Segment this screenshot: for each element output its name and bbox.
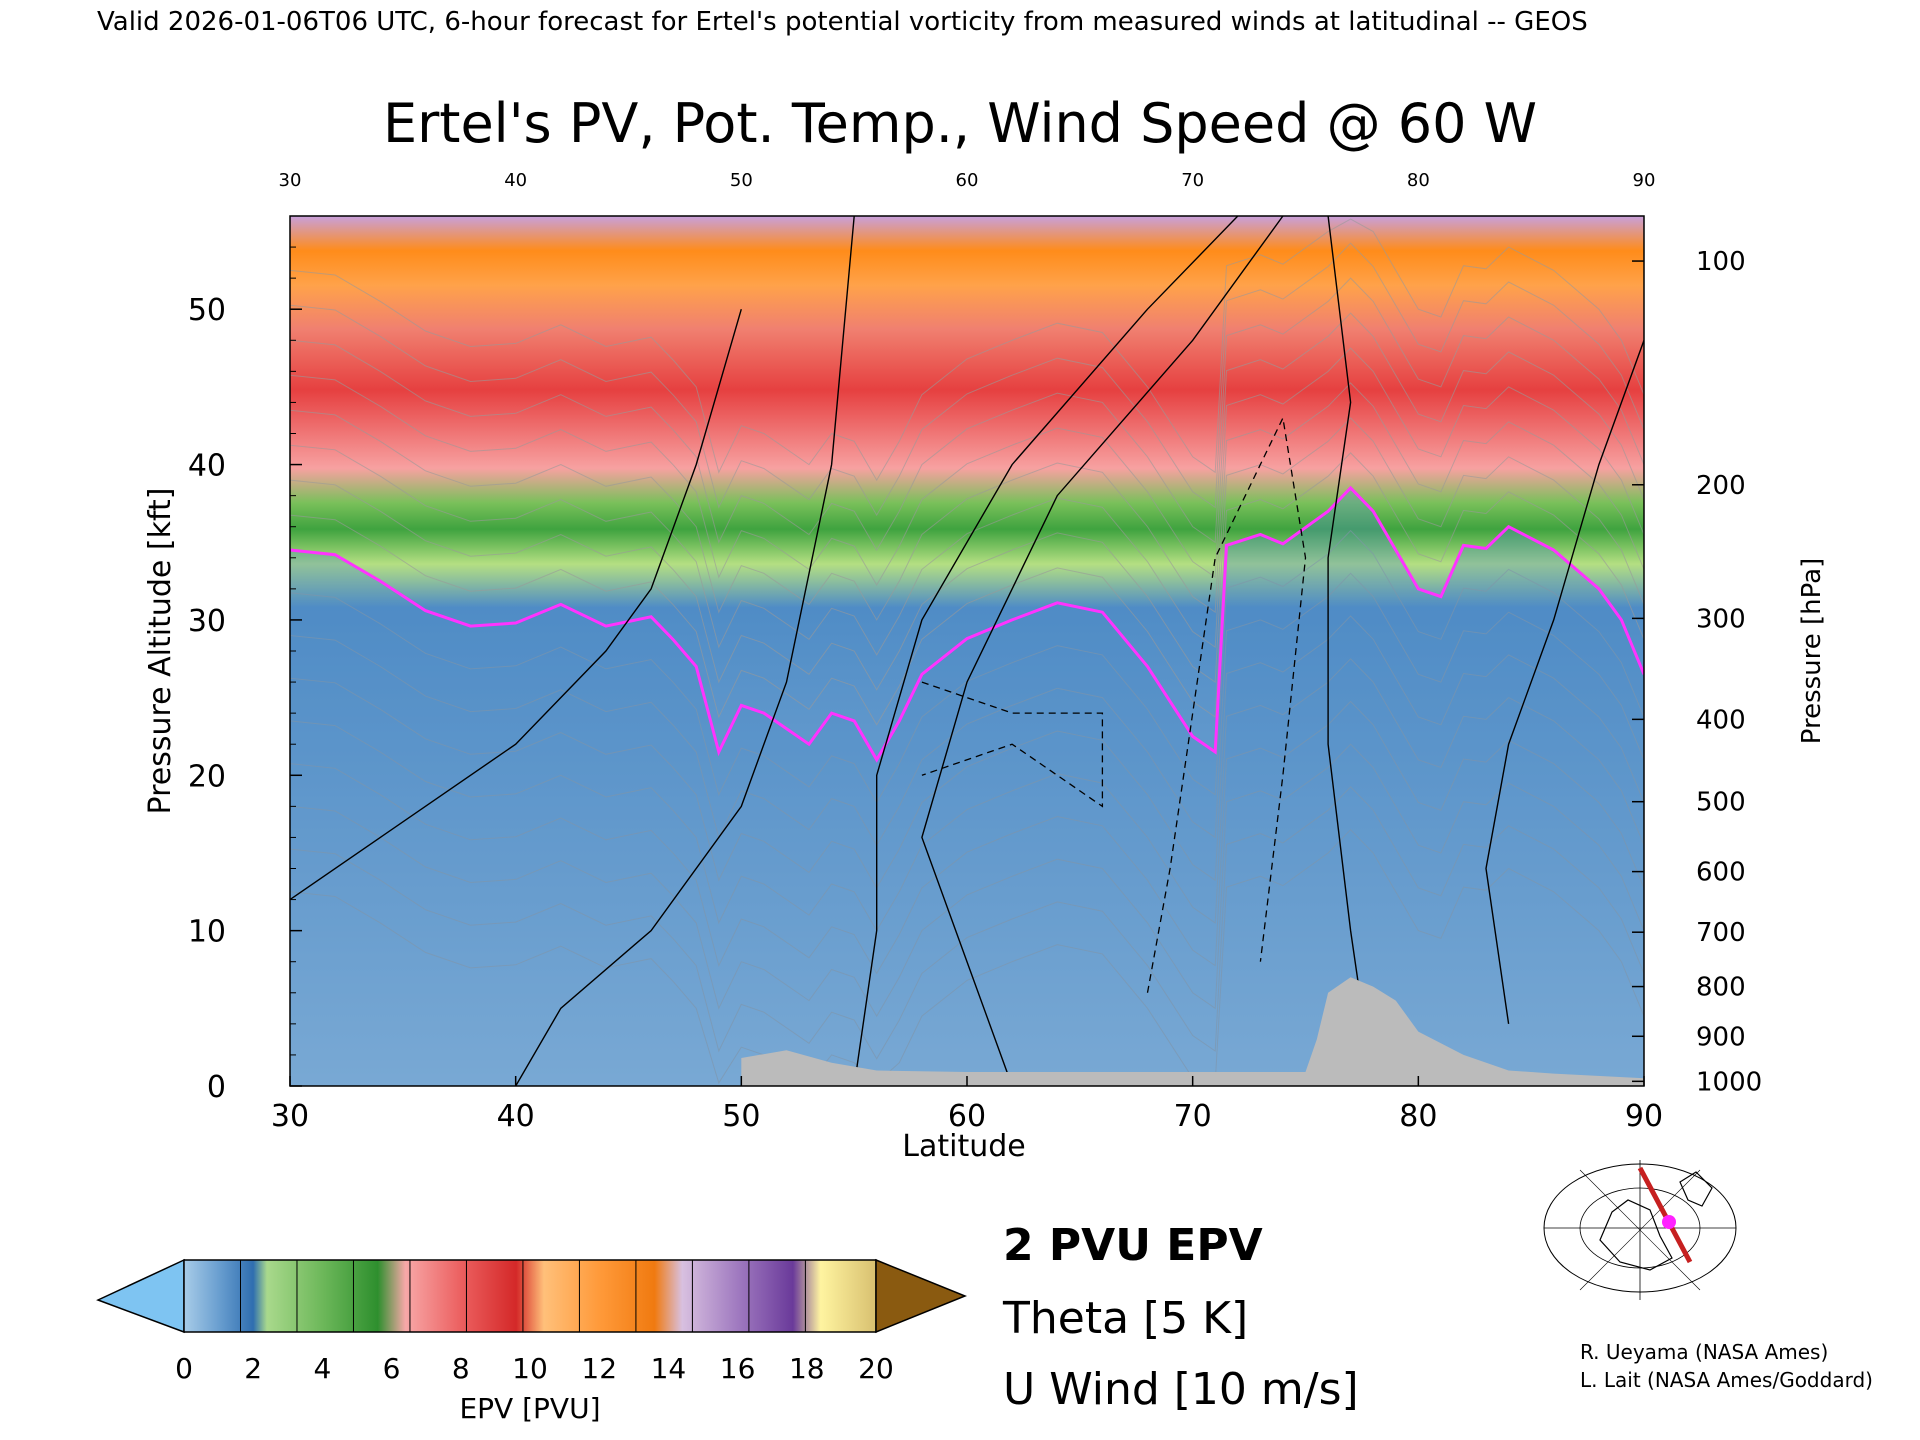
- u-wind-contours: [290, 216, 1644, 1086]
- tropopause-2pvu-line: [290, 485, 1644, 763]
- x-tick-label: 50: [722, 1099, 760, 1134]
- pressure-tick-label: 800: [1696, 973, 1746, 1003]
- colorbar-tick-label: 2: [244, 1352, 262, 1385]
- y-tick-label: 30: [188, 604, 226, 639]
- theta-contour: [290, 347, 1644, 621]
- chart-title: Ertel's PV, Pot. Temp., Wind Speed @ 60 …: [383, 92, 1537, 155]
- valid-banner: Valid 2026-01-06T06 UTC, 6-hour forecast…: [97, 7, 1588, 37]
- u-wind-contour-negative: [921, 681, 1104, 808]
- theta-contour: [290, 382, 1644, 656]
- pressure-tick-label: 600: [1696, 858, 1746, 888]
- pressure-tick-label: 400: [1696, 705, 1746, 735]
- axes: 3030404050506060707080809090010203040501…: [188, 170, 1762, 1134]
- theta-contour: [290, 743, 1644, 1018]
- colorbar-tick-label: 16: [720, 1352, 756, 1385]
- pressure-tick-label: 300: [1696, 604, 1746, 634]
- y2-axis-label: Pressure [hPa]: [1797, 558, 1827, 745]
- x-axis-label: Latitude: [902, 1129, 1025, 1164]
- pressure-tick-label: 100: [1696, 247, 1746, 277]
- x-top-tick-label: 40: [504, 170, 527, 191]
- theta-contour: [290, 572, 1644, 847]
- legend-pv: 2 PVU EPV: [1003, 1220, 1263, 1271]
- x-top-tick-label: 80: [1407, 170, 1430, 191]
- legend-theta: Theta [5 K]: [1002, 1293, 1248, 1344]
- colorbar-bar: [183, 1259, 877, 1333]
- theta-contour: [290, 417, 1644, 691]
- theta-contour: [290, 242, 1644, 517]
- y-tick-label: 50: [188, 293, 226, 328]
- colorbar-tick-label: 10: [512, 1352, 548, 1385]
- x-tick-label: 80: [1399, 1099, 1437, 1134]
- y-tick-label: 0: [207, 1070, 226, 1105]
- theta-contour: [290, 218, 1644, 482]
- u-wind-contour-negative: [1146, 415, 1307, 993]
- y-tick-label: 10: [188, 915, 226, 950]
- x-tick-label: 30: [271, 1099, 309, 1134]
- y-tick-label: 20: [188, 759, 226, 794]
- theta-contour: [290, 700, 1644, 975]
- x-tick-label: 40: [497, 1099, 535, 1134]
- pv-field: [290, 216, 1644, 1086]
- colorbar-tick-label: 8: [452, 1352, 470, 1385]
- globe-icon: [1543, 1155, 1740, 1305]
- colorbar-low-arrow: [96, 1258, 185, 1334]
- colorbar-tick-label: 6: [383, 1352, 401, 1385]
- pressure-tick-label: 900: [1696, 1022, 1746, 1052]
- x-tick-label: 70: [1174, 1099, 1212, 1134]
- colorbar-tick-label: 14: [651, 1352, 687, 1385]
- plot-area: [290, 216, 1644, 1086]
- colorbar-tick-label: 12: [581, 1352, 617, 1385]
- theta-contour: [290, 529, 1644, 804]
- colorbar-label: EPV [PVU]: [459, 1392, 600, 1425]
- theta-contour: [290, 615, 1644, 889]
- u-wind-contour: [853, 216, 1239, 1086]
- pressure-tick-label: 1000: [1696, 1067, 1762, 1097]
- x-tick-label: 60: [948, 1099, 986, 1134]
- y-tick-label: 40: [188, 449, 226, 484]
- x-top-tick-label: 60: [956, 170, 979, 191]
- u-wind-contour: [921, 216, 1284, 1086]
- troposphere-shade: [290, 487, 1644, 1086]
- x-top-tick-label: 50: [730, 170, 753, 191]
- theta-contour: [290, 312, 1644, 586]
- pressure-tick-label: 700: [1696, 918, 1746, 948]
- u-wind-contour: [1485, 340, 1644, 1025]
- colorbar-high-arrow: [875, 1258, 968, 1334]
- u-wind-contour: [1327, 216, 1374, 1086]
- colorbar-tick-label: 4: [313, 1352, 331, 1385]
- x-top-tick-label: 70: [1181, 170, 1204, 191]
- u-wind-contour: [290, 309, 742, 901]
- legend: 2 PVU EPV Theta [5 K] U Wind [10 m/s]: [1002, 1220, 1359, 1415]
- terrain-mask: [741, 977, 1644, 1086]
- theta-contour: [290, 658, 1644, 932]
- pressure-tick-label: 200: [1696, 471, 1746, 501]
- credit-line-1: R. Ueyama (NASA Ames): [1580, 1340, 1828, 1364]
- pressure-tick-label: 500: [1696, 788, 1746, 818]
- theta-contour: [290, 277, 1644, 551]
- x-top-tick-label: 30: [279, 170, 302, 191]
- theta-contour: [290, 786, 1644, 1060]
- colorbar-tick-label: 18: [789, 1352, 825, 1385]
- credit-line-2: L. Lait (NASA Ames/Goddard): [1580, 1368, 1873, 1392]
- colorbar-tick-label: 20: [858, 1352, 894, 1385]
- u-wind-contour: [515, 216, 855, 1086]
- legend-wind: U Wind [10 m/s]: [1003, 1364, 1359, 1415]
- colorbar-ticks: 0 2 4 6 8 10 12 14 16 18 20: [175, 1260, 894, 1385]
- colorbar: 0 2 4 6 8 10 12 14 16 18 20 EPV [PVU]: [96, 1258, 968, 1425]
- theta-contour: [290, 828, 1644, 1085]
- theta-contour: [290, 452, 1644, 726]
- x-top-tick-label: 90: [1633, 170, 1656, 191]
- x-tick-label: 90: [1625, 1099, 1663, 1134]
- y-axis-label: Pressure Altitude [kft]: [143, 488, 178, 815]
- colorbar-tick-label: 0: [175, 1352, 193, 1385]
